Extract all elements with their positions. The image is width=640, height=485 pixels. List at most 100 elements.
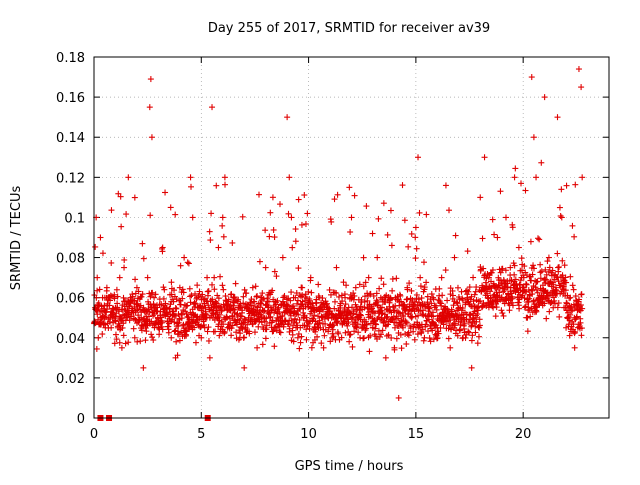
data-point <box>435 330 442 337</box>
data-point <box>336 293 343 300</box>
data-point <box>423 211 430 218</box>
data-point <box>184 302 191 309</box>
data-point <box>467 311 474 318</box>
data-point <box>179 286 186 293</box>
data-point <box>366 348 373 355</box>
data-point <box>416 209 423 216</box>
data-point <box>444 297 451 304</box>
data-point <box>351 328 358 335</box>
data-point <box>274 314 281 321</box>
data-point <box>95 334 102 341</box>
data-point <box>228 291 235 298</box>
data-point <box>452 320 459 327</box>
data-point <box>284 114 291 121</box>
data-point <box>404 296 411 303</box>
data-point <box>175 319 182 326</box>
data-point <box>188 292 195 299</box>
data-point <box>266 233 273 240</box>
data-point <box>241 334 248 341</box>
data-point <box>556 264 563 271</box>
data-point <box>92 243 99 250</box>
data-point <box>375 215 382 222</box>
data-point <box>543 271 550 278</box>
y-axis-label: SRMTID / TECUs <box>9 186 24 291</box>
data-point <box>387 295 394 302</box>
data-point <box>571 233 578 240</box>
data-point <box>259 290 266 297</box>
data-point <box>296 316 303 323</box>
data-point <box>232 280 239 287</box>
data-point <box>487 288 494 295</box>
data-point <box>338 292 345 299</box>
data-point <box>446 207 453 214</box>
data-point <box>299 292 306 299</box>
data-point <box>265 310 272 317</box>
data-point <box>418 295 425 302</box>
data-point <box>498 307 505 314</box>
data-point <box>379 327 386 334</box>
data-point <box>148 331 155 338</box>
data-point <box>530 262 537 269</box>
data-point <box>186 285 193 292</box>
data-point <box>537 269 544 276</box>
data-point <box>482 279 489 286</box>
data-point <box>360 254 367 261</box>
data-point <box>567 273 574 280</box>
data-point <box>356 281 363 288</box>
data-point <box>120 320 127 327</box>
data-point <box>548 298 555 305</box>
data-point <box>340 279 347 286</box>
data-point <box>181 254 188 261</box>
data-point <box>397 331 404 338</box>
data-point <box>99 250 106 257</box>
data-point <box>538 159 545 166</box>
data-point <box>579 174 586 181</box>
data-point <box>173 305 180 312</box>
data-point <box>292 238 299 245</box>
data-point <box>147 212 154 219</box>
data-point <box>243 329 250 336</box>
data-point <box>530 134 537 141</box>
data-point <box>200 321 207 328</box>
data-point <box>522 187 529 194</box>
y-tick-label: 0.14 <box>56 131 85 146</box>
data-point <box>398 298 405 305</box>
data-point <box>293 290 300 297</box>
data-point <box>168 279 175 286</box>
data-point <box>383 314 390 321</box>
data-point <box>339 298 346 305</box>
data-point <box>466 284 473 291</box>
data-point <box>130 325 137 332</box>
data-point <box>419 311 426 318</box>
data-point <box>527 238 534 245</box>
data-point <box>107 297 114 304</box>
data-point <box>325 328 332 335</box>
data-point <box>452 232 459 239</box>
data-point <box>511 271 518 278</box>
data-point <box>367 332 374 339</box>
data-point <box>131 334 138 341</box>
data-point <box>239 320 246 327</box>
data-point <box>322 320 329 327</box>
data-point <box>528 74 535 81</box>
data-point <box>546 264 553 271</box>
data-point <box>138 293 145 300</box>
data-point <box>350 310 357 317</box>
data-point <box>193 295 200 302</box>
data-point <box>378 331 385 338</box>
data-point <box>334 320 341 327</box>
data-point <box>113 286 120 293</box>
data-point <box>536 236 543 243</box>
data-point <box>537 275 544 282</box>
data-point <box>222 297 229 304</box>
data-point <box>196 302 203 309</box>
data-point <box>269 317 276 324</box>
data-point <box>437 324 444 331</box>
data-point <box>511 262 518 269</box>
data-point <box>244 321 251 328</box>
data-point <box>526 295 533 302</box>
data-point <box>410 328 417 335</box>
data-point <box>206 228 213 235</box>
data-point <box>139 240 146 247</box>
data-point <box>393 275 400 282</box>
